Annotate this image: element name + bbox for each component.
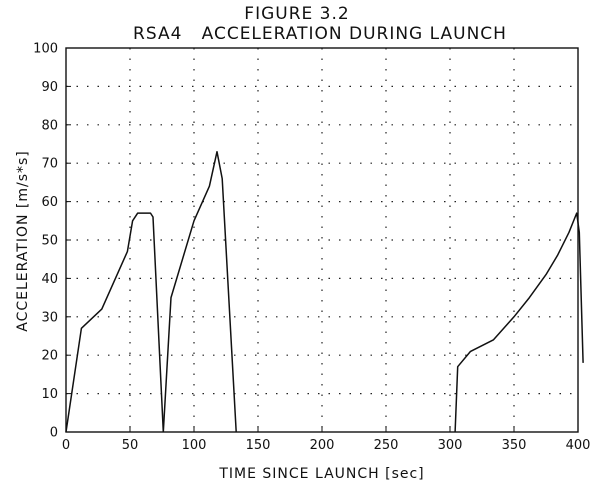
x-tick-label: 250 [374, 438, 399, 453]
y-tick-label: 40 [41, 272, 58, 287]
acceleration-curve-segment [162, 150, 237, 433]
y-tick-label: 70 [41, 157, 58, 172]
figure-label: FIGURE 3.2 [244, 4, 350, 24]
x-tick-label: 50 [122, 438, 139, 453]
x-tick-label: 150 [246, 438, 271, 453]
y-tick-label: 10 [41, 387, 58, 402]
x-tick-label: 200 [310, 438, 335, 453]
chart-title: RSA4 ACCELERATION DURING LAUNCH [133, 24, 507, 44]
x-tick-label: 100 [182, 438, 207, 453]
x-tick-label: 350 [502, 438, 527, 453]
y-tick-label: 80 [41, 118, 58, 133]
acceleration-curve-segment [65, 212, 165, 433]
y-tick-label: 30 [41, 310, 58, 325]
axis-ticks: 0 50 100 150 200 250 300 350 400 0 10 20 30 40 50 60 70 8… [33, 42, 590, 454]
acceleration-series [65, 150, 584, 433]
y-axis-title: ACCELERATION [m/s*s] [15, 150, 31, 332]
x-tick-label: 0 [62, 438, 70, 453]
y-tick-label: 60 [41, 195, 58, 210]
grid [66, 48, 578, 432]
y-tick-label: 20 [41, 349, 58, 364]
x-tick-label: 400 [566, 438, 591, 453]
y-tick-label: 0 [50, 426, 58, 441]
x-tick-label: 300 [438, 438, 463, 453]
y-tick-label: 100 [33, 42, 58, 57]
y-tick-label: 90 [41, 80, 58, 95]
acceleration-curve-segment [454, 212, 584, 433]
y-tick-label: 50 [41, 234, 58, 249]
x-axis-title: TIME SINCE LAUNCH [sec] [218, 466, 424, 482]
